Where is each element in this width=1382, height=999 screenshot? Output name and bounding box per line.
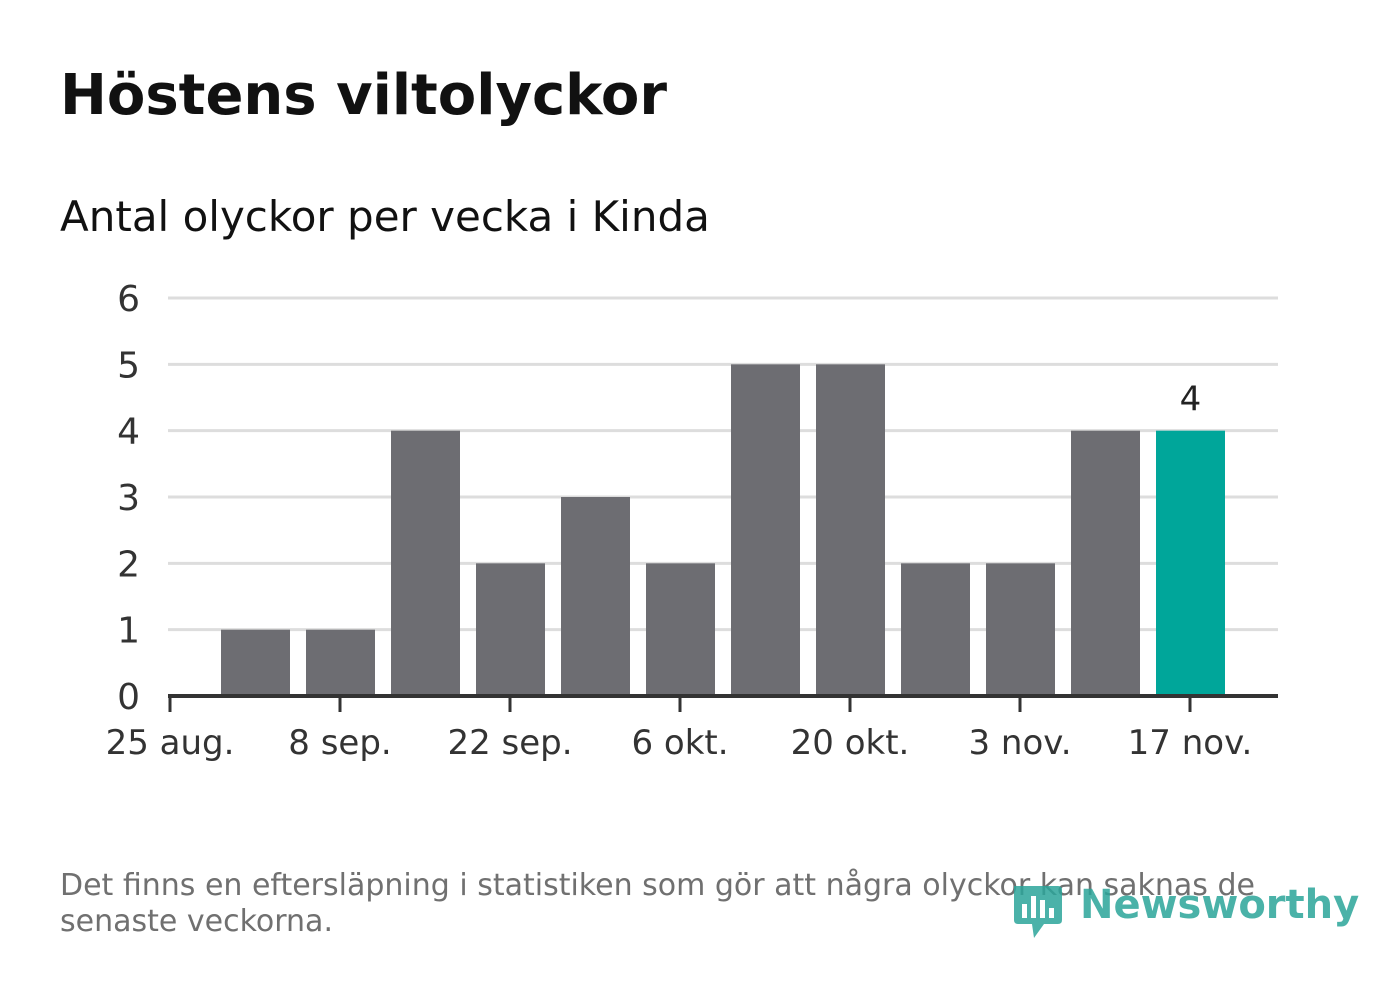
chart-title: Höstens viltolyckor bbox=[60, 63, 667, 128]
chart-subtitle: Antal olyckor per vecka i Kinda bbox=[60, 192, 710, 241]
y-tick-label: 5 bbox=[117, 345, 140, 386]
bar-value-label: 4 bbox=[1180, 380, 1202, 420]
bar bbox=[1071, 430, 1140, 696]
bar bbox=[901, 563, 970, 696]
y-tick-label: 0 bbox=[117, 677, 140, 718]
bar bbox=[816, 364, 885, 696]
bar bbox=[986, 563, 1055, 696]
x-tick-label: 6 okt. bbox=[631, 723, 728, 763]
bar bbox=[221, 629, 290, 696]
x-tick-label: 3 nov. bbox=[968, 723, 1071, 763]
x-tick-label: 17 nov. bbox=[1128, 723, 1253, 763]
y-tick-label: 6 bbox=[117, 279, 140, 320]
bar bbox=[646, 563, 715, 696]
y-tick-label: 4 bbox=[117, 412, 140, 453]
x-tick-label: 8 sep. bbox=[288, 723, 391, 763]
x-tick-label: 22 sep. bbox=[447, 723, 572, 763]
y-tick-label: 2 bbox=[117, 544, 140, 585]
bar-chart-speech-bubble-icon bbox=[1014, 886, 1062, 938]
y-tick-label: 3 bbox=[117, 478, 140, 519]
x-tick-label: 25 aug. bbox=[106, 723, 235, 763]
bar bbox=[391, 430, 460, 696]
y-tick-label: 1 bbox=[117, 611, 140, 652]
bar bbox=[306, 629, 375, 696]
bar-highlight bbox=[1156, 430, 1225, 696]
logo-text: Newsworthy bbox=[1080, 882, 1360, 928]
bar bbox=[476, 563, 545, 696]
newsworthy-logo: Newsworthy bbox=[1010, 878, 1359, 948]
bar bbox=[561, 497, 630, 696]
bar bbox=[731, 364, 800, 696]
x-tick-label: 20 okt. bbox=[791, 723, 910, 763]
